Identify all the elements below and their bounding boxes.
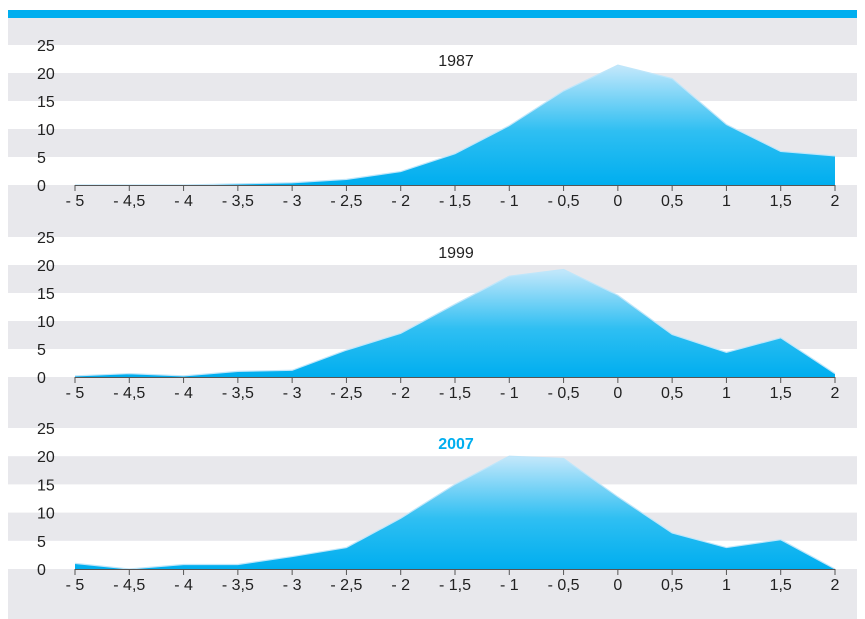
y-tick-label: 5 [37,534,46,551]
x-tick-label: - 2,5 [330,577,362,594]
x-tick-label: - 2,5 [330,385,362,402]
y-tick-label: 20 [37,449,55,466]
x-tick-label: - 1,5 [439,577,471,594]
y-tick-label: 25 [37,38,55,55]
panel-1999: - 5 - 4,5 - 4 - 3,5 - 3 - 2,5 - 2 - 1,5 - 1 - 0,5… [8,230,857,402]
x-tick-label: - 0,5 [548,193,580,210]
area-edge-1999 [74,268,836,377]
x-tick-label: 1,5 [770,577,792,594]
y-tick-label: 20 [37,66,55,83]
x-tick-label: - 4,5 [113,385,145,402]
panel-title: 1999 [438,245,474,262]
y-tick-label: 5 [37,150,46,167]
x-tick-label: 2 [831,577,840,594]
grid-band [8,101,857,129]
y-tick-label: 0 [37,370,46,387]
y-tick-label: 25 [37,230,55,247]
x-tick-label: - 4 [174,577,193,594]
x-tick-label: 0,5 [661,385,683,402]
x-tick-label: - 5 [66,385,85,402]
x-tick-label: - 1,5 [439,385,471,402]
grid-band [8,237,857,265]
x-tick-label: - 1 [500,577,519,594]
x-tick-label: 2 [831,385,840,402]
x-tick-label: 1,5 [770,385,792,402]
x-tick-label: - 5 [66,193,85,210]
x-tick-label: - 3 [283,193,302,210]
y-tick-label: 10 [37,506,55,523]
x-tick-label: 0,5 [661,193,683,210]
x-tick-label: - 2,5 [330,193,362,210]
x-tick-label: - 0,5 [548,385,580,402]
x-tick-label: 1 [722,385,731,402]
x-tick-label: 1 [722,193,731,210]
x-tick-label: - 0,5 [548,577,580,594]
x-tick-label: - 4,5 [113,577,145,594]
x-tick-label: - 1 [500,385,519,402]
area-series-1999 [75,269,835,377]
x-tick-label: - 4,5 [113,193,145,210]
x-tick-label: - 1 [500,193,519,210]
y-tick-label: 10 [37,122,55,139]
x-tick-label: - 2 [391,193,410,210]
panel-title: 2007 [438,436,474,453]
x-tick-label: - 5 [66,577,85,594]
y-tick-label: 15 [37,286,55,303]
area-series-1987 [75,65,835,185]
x-tick-label: - 3 [283,385,302,402]
y-tick-label: 0 [37,178,46,195]
y-tick-label: 15 [37,477,55,494]
x-tick-label: 1 [722,577,731,594]
panel-title: 1987 [438,53,474,70]
grid-band [8,45,857,73]
x-tick-label: 0,5 [661,577,683,594]
y-tick-label: 25 [37,421,55,438]
x-tick-label: 2 [831,193,840,210]
x-tick-label: - 3 [283,577,302,594]
x-tick-label: - 4 [174,193,193,210]
y-tick-label: 15 [37,94,55,111]
area-series-2007 [75,456,835,569]
x-tick-label: 0 [613,385,622,402]
panel-2007: - 5 - 4,5 - 4 - 3,5 - 3 - 2,5 - 2 - 1,5 - 1 - 0,5… [8,421,857,594]
y-tick-label: 10 [37,314,55,331]
y-tick-label: 20 [37,258,55,275]
grid-band [8,428,857,457]
accent-top-bar [8,10,857,18]
y-tick-label: 5 [37,342,46,359]
x-tick-label: - 2 [391,577,410,594]
x-tick-label: 1,5 [770,193,792,210]
x-tick-label: - 3,5 [222,577,254,594]
panel-1987: - 5 - 4,5 - 4 - 3,5 - 3 - 2,5 - 2 - 1,5 - 1 - 0,5… [8,38,857,210]
x-tick-label: 0 [613,193,622,210]
x-tick-label: - 4 [174,385,193,402]
x-tick-label: - 3,5 [222,193,254,210]
area-edge-1987 [75,64,836,186]
x-tick-label: - 3,5 [222,385,254,402]
x-tick-label: 0 [613,577,622,594]
y-tick-label: 0 [37,562,46,579]
area-edge-2007 [74,455,836,570]
x-tick-label: - 2 [391,385,410,402]
x-tick-label: - 1,5 [439,193,471,210]
